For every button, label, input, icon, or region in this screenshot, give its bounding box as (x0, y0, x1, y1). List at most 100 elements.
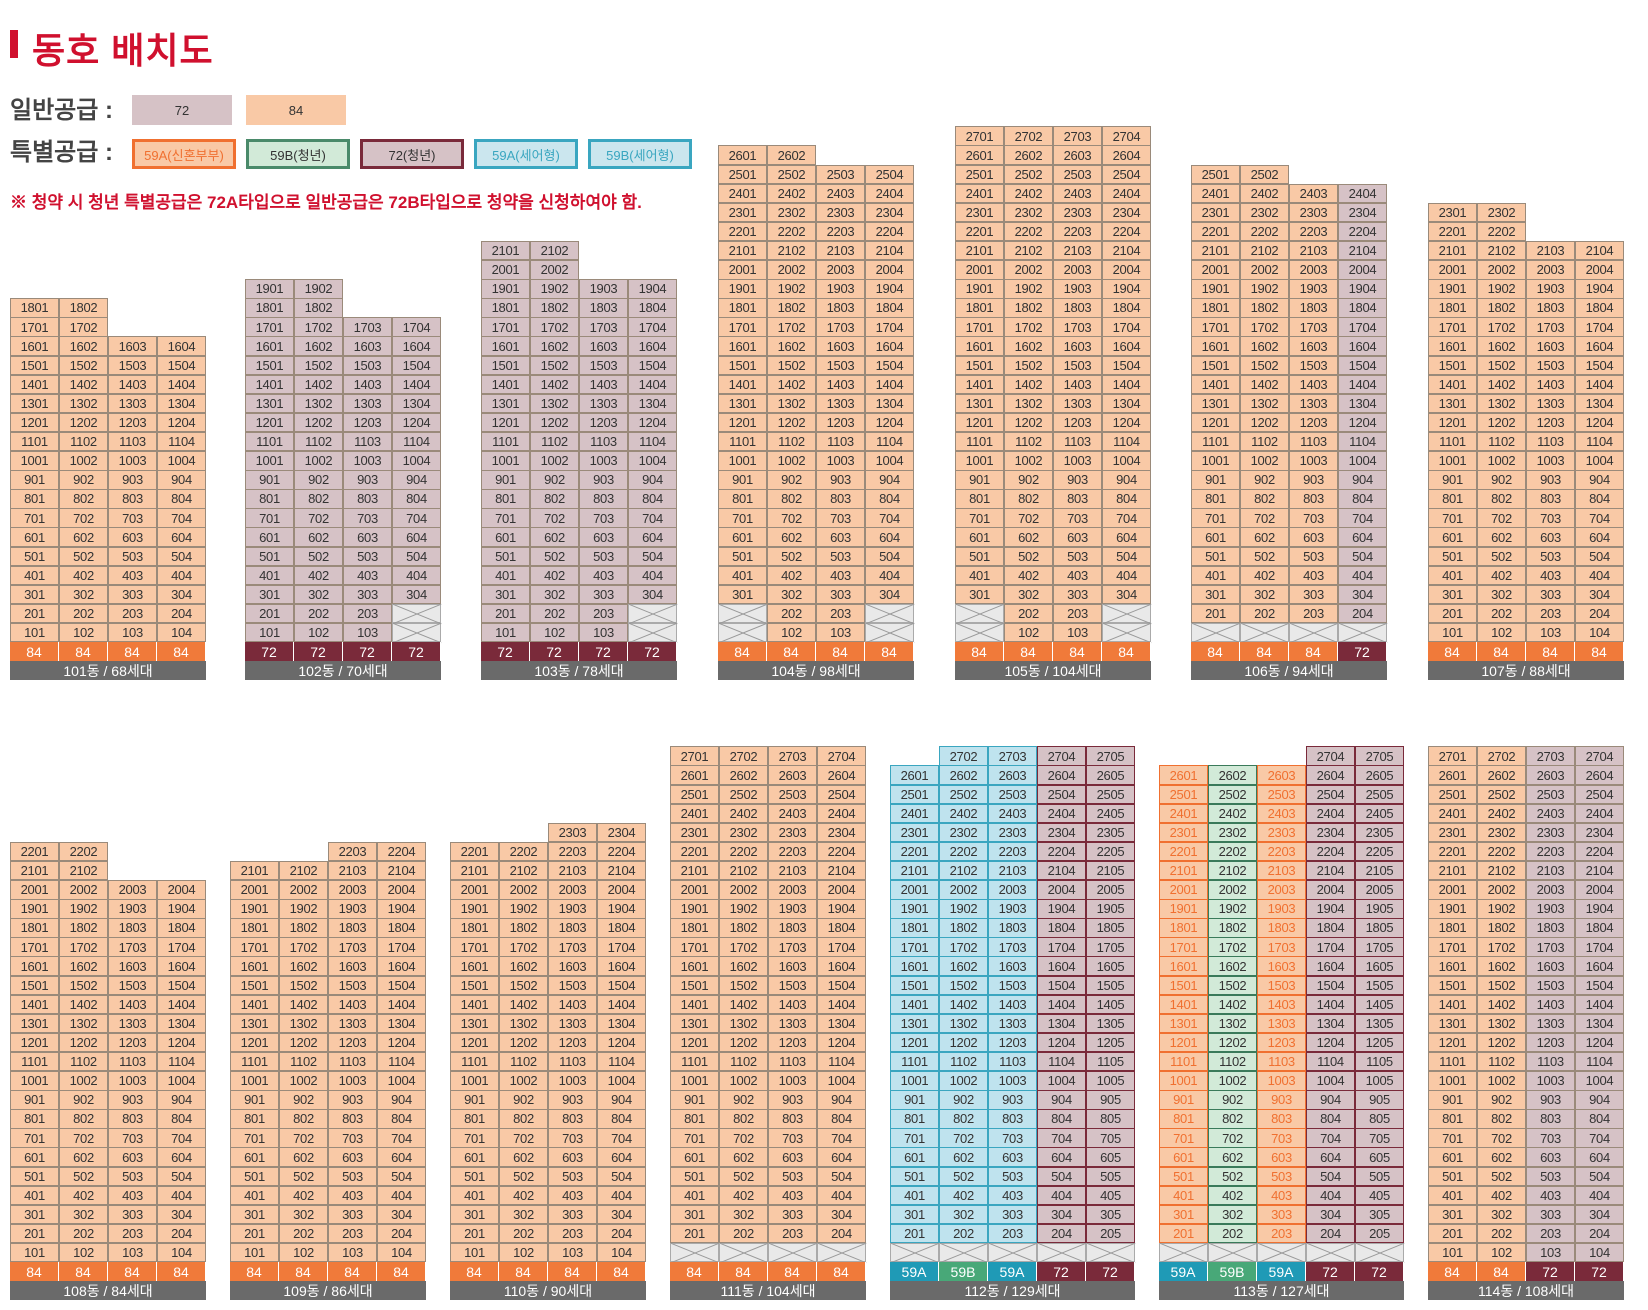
unit-cell: 2601 (890, 765, 939, 785)
unit-cell: 201 (10, 603, 59, 624)
unit-cell: 2003 (548, 880, 597, 900)
unit-cell: 404 (597, 1185, 646, 1206)
unit-cell: 801 (230, 1109, 279, 1129)
unit-cell: 2502 (1004, 164, 1053, 185)
unit-cell: 2202 (1477, 841, 1526, 862)
unit-cell: 1103 (343, 431, 392, 452)
pilotis-cell (1355, 1242, 1404, 1263)
unit-cell: 401 (1159, 1185, 1208, 1206)
unit-cell: 1002 (499, 1071, 548, 1091)
unit-cell: 2503 (1053, 164, 1102, 185)
unit-cell: 2404 (1037, 803, 1086, 824)
unit-cell: 1304 (817, 1013, 866, 1034)
unit-cell: 404 (628, 565, 677, 586)
unit-cell: 1003 (108, 451, 157, 471)
unit-cell: 1502 (1004, 355, 1053, 376)
unit-cell: 201 (890, 1223, 939, 1244)
unit-cell: 904 (377, 1090, 426, 1110)
unit-cell: 1903 (1526, 279, 1575, 299)
unit-cell: 1903 (768, 899, 817, 919)
unit-cell: 1004 (597, 1071, 646, 1091)
unit-cell: 303 (988, 1204, 1037, 1225)
unit-cell: 401 (1191, 565, 1240, 586)
unit-cell: 2202 (59, 841, 108, 862)
unit-cell: 2202 (1477, 221, 1526, 242)
unit-cell: 801 (481, 489, 530, 509)
unit-cell: 1204 (377, 1032, 426, 1053)
unit-cell: 701 (955, 508, 1004, 528)
unit-cell: 2001 (890, 880, 939, 900)
unit-cell: 2101 (10, 860, 59, 881)
unit-type-label: 84 (1477, 642, 1526, 661)
unit-cell: 1002 (767, 451, 816, 471)
unit-cell: 1603 (1053, 336, 1102, 356)
unit-cell: 1602 (767, 336, 816, 356)
unit-cell: 802 (1477, 1109, 1526, 1129)
unit-cell: 603 (108, 527, 157, 547)
unit-cell: 2505 (1086, 784, 1135, 805)
unit-cell: 301 (955, 584, 1004, 605)
unit-cell: 1603 (1257, 956, 1306, 976)
unit-cell: 1803 (548, 918, 597, 938)
unit-cell: 2403 (1526, 803, 1575, 824)
unit-cell: 701 (10, 1128, 59, 1148)
unit-cell: 2304 (1338, 202, 1387, 223)
unit-cell: 404 (865, 565, 914, 586)
unit-cell: 2303 (548, 822, 597, 843)
unit-cell: 805 (1086, 1109, 1135, 1129)
unit-cell: 1801 (1159, 918, 1208, 938)
unit-cell: 302 (1208, 1204, 1257, 1225)
unit-cell: 601 (718, 527, 767, 547)
unit-cell: 1902 (294, 279, 343, 299)
unit-cell: 503 (328, 1166, 377, 1187)
unit-cell: 2104 (1102, 240, 1151, 261)
unit-cell: 1304 (597, 1013, 646, 1034)
unit-cell: 1604 (865, 336, 914, 356)
unit-cell: 903 (328, 1090, 377, 1110)
unit-cell: 1503 (988, 975, 1037, 996)
unit-cell: 1104 (1037, 1051, 1086, 1072)
unit-cell: 1401 (1191, 374, 1240, 395)
unit-cell: 501 (230, 1166, 279, 1187)
unit-cell: 1504 (1575, 975, 1624, 996)
unit-cell: 303 (1526, 1204, 1575, 1225)
unit-cell: 1503 (1526, 975, 1575, 996)
unit-cell: 1702 (59, 937, 108, 957)
unit-cell: 202 (1240, 603, 1289, 624)
unit-cell: 301 (481, 584, 530, 605)
unit-cell: 603 (988, 1147, 1037, 1167)
unit-cell: 1304 (1575, 393, 1624, 414)
unit-cell: 602 (767, 527, 816, 547)
page-title: 동호 배치도 (32, 30, 214, 71)
unit-cell: 601 (245, 527, 294, 547)
unit-cell: 1604 (157, 956, 206, 976)
unit-cell: 404 (817, 1185, 866, 1206)
unit-cell: 1801 (10, 918, 59, 938)
unit-cell: 1104 (597, 1051, 646, 1072)
unit-type-label: 84 (1428, 642, 1477, 661)
unit-cell: 701 (450, 1128, 499, 1148)
unit-cell: 503 (108, 546, 157, 567)
unit-cell: 1103 (768, 1051, 817, 1072)
unit-cell: 604 (1037, 1147, 1086, 1167)
unit-cell: 2303 (988, 822, 1037, 843)
unit-cell: 103 (816, 622, 865, 643)
unit-cell: 1302 (1004, 393, 1053, 414)
unit-cell: 701 (1428, 1128, 1477, 1148)
unit-type-label: 84 (108, 642, 157, 661)
unit-cell: 1302 (279, 1013, 328, 1034)
unit-cell: 804 (392, 489, 441, 509)
unit-cell: 402 (1208, 1185, 1257, 1206)
unit-cell: 1503 (548, 975, 597, 996)
unit-cell: 601 (450, 1147, 499, 1167)
unit-type-label: 84 (10, 642, 59, 661)
unit-cell: 1001 (230, 1071, 279, 1091)
unit-cell: 1504 (865, 355, 914, 376)
unit-cell: 2501 (1191, 164, 1240, 185)
unit-cell: 2202 (939, 841, 988, 862)
unit-cell: 401 (1428, 1185, 1477, 1206)
unit-cell: 1703 (816, 317, 865, 337)
unit-type-label: 84 (718, 642, 767, 661)
unit-cell: 1404 (377, 994, 426, 1015)
unit-cell: 1802 (294, 298, 343, 318)
